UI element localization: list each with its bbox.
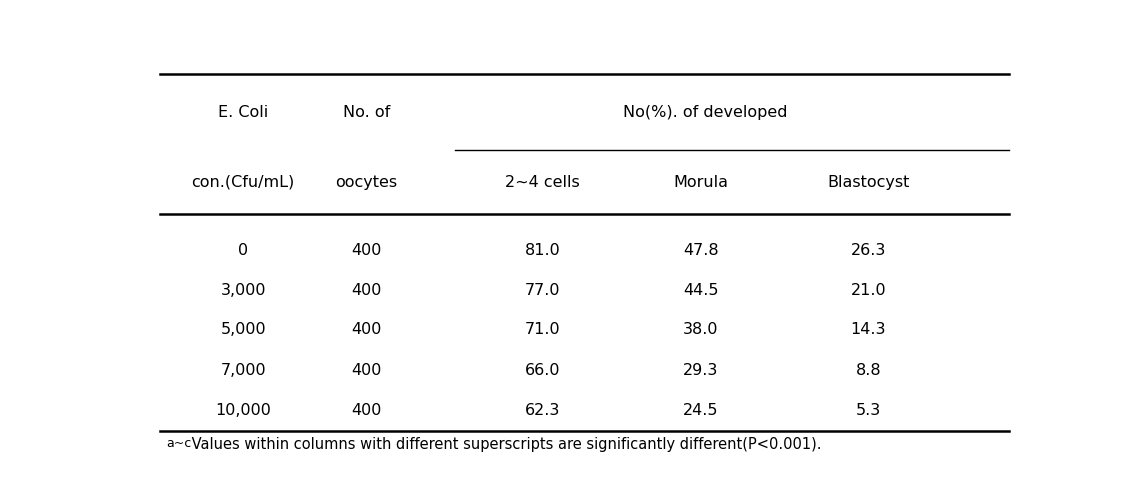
Text: 8.8: 8.8 bbox=[855, 363, 882, 378]
Text: 47.8: 47.8 bbox=[683, 243, 719, 258]
Text: 44.5: 44.5 bbox=[684, 282, 719, 298]
Text: 66.0: 66.0 bbox=[525, 363, 560, 378]
Text: 81.0: 81.0 bbox=[525, 243, 560, 258]
Text: 24.5: 24.5 bbox=[684, 403, 719, 418]
Text: oocytes: oocytes bbox=[335, 175, 398, 189]
Text: 400: 400 bbox=[351, 403, 382, 418]
Text: Values within columns with different superscripts are significantly different(P<: Values within columns with different sup… bbox=[187, 437, 821, 452]
Text: a~c: a~c bbox=[167, 437, 192, 450]
Text: 400: 400 bbox=[351, 363, 382, 378]
Text: 400: 400 bbox=[351, 322, 382, 338]
Text: 5.3: 5.3 bbox=[855, 403, 880, 418]
Text: Blastocyst: Blastocyst bbox=[827, 175, 910, 189]
Text: No(%). of developed: No(%). of developed bbox=[624, 105, 787, 120]
Text: No. of: No. of bbox=[343, 105, 390, 120]
Text: 3,000: 3,000 bbox=[220, 282, 266, 298]
Text: Morula: Morula bbox=[674, 175, 728, 189]
Text: 21.0: 21.0 bbox=[851, 282, 886, 298]
Text: 0: 0 bbox=[239, 243, 249, 258]
Text: 26.3: 26.3 bbox=[851, 243, 886, 258]
Text: 400: 400 bbox=[351, 243, 382, 258]
Text: 7,000: 7,000 bbox=[220, 363, 266, 378]
Text: 2~4 cells: 2~4 cells bbox=[506, 175, 580, 189]
Text: 38.0: 38.0 bbox=[684, 322, 719, 338]
Text: 10,000: 10,000 bbox=[216, 403, 272, 418]
Text: 29.3: 29.3 bbox=[684, 363, 719, 378]
Text: 14.3: 14.3 bbox=[851, 322, 886, 338]
Text: 5,000: 5,000 bbox=[220, 322, 266, 338]
Text: con.(Cfu/mL): con.(Cfu/mL) bbox=[192, 175, 295, 189]
Text: 77.0: 77.0 bbox=[525, 282, 560, 298]
Text: E. Coli: E. Coli bbox=[218, 105, 268, 120]
Text: 62.3: 62.3 bbox=[525, 403, 560, 418]
Text: 400: 400 bbox=[351, 282, 382, 298]
Text: 71.0: 71.0 bbox=[525, 322, 560, 338]
